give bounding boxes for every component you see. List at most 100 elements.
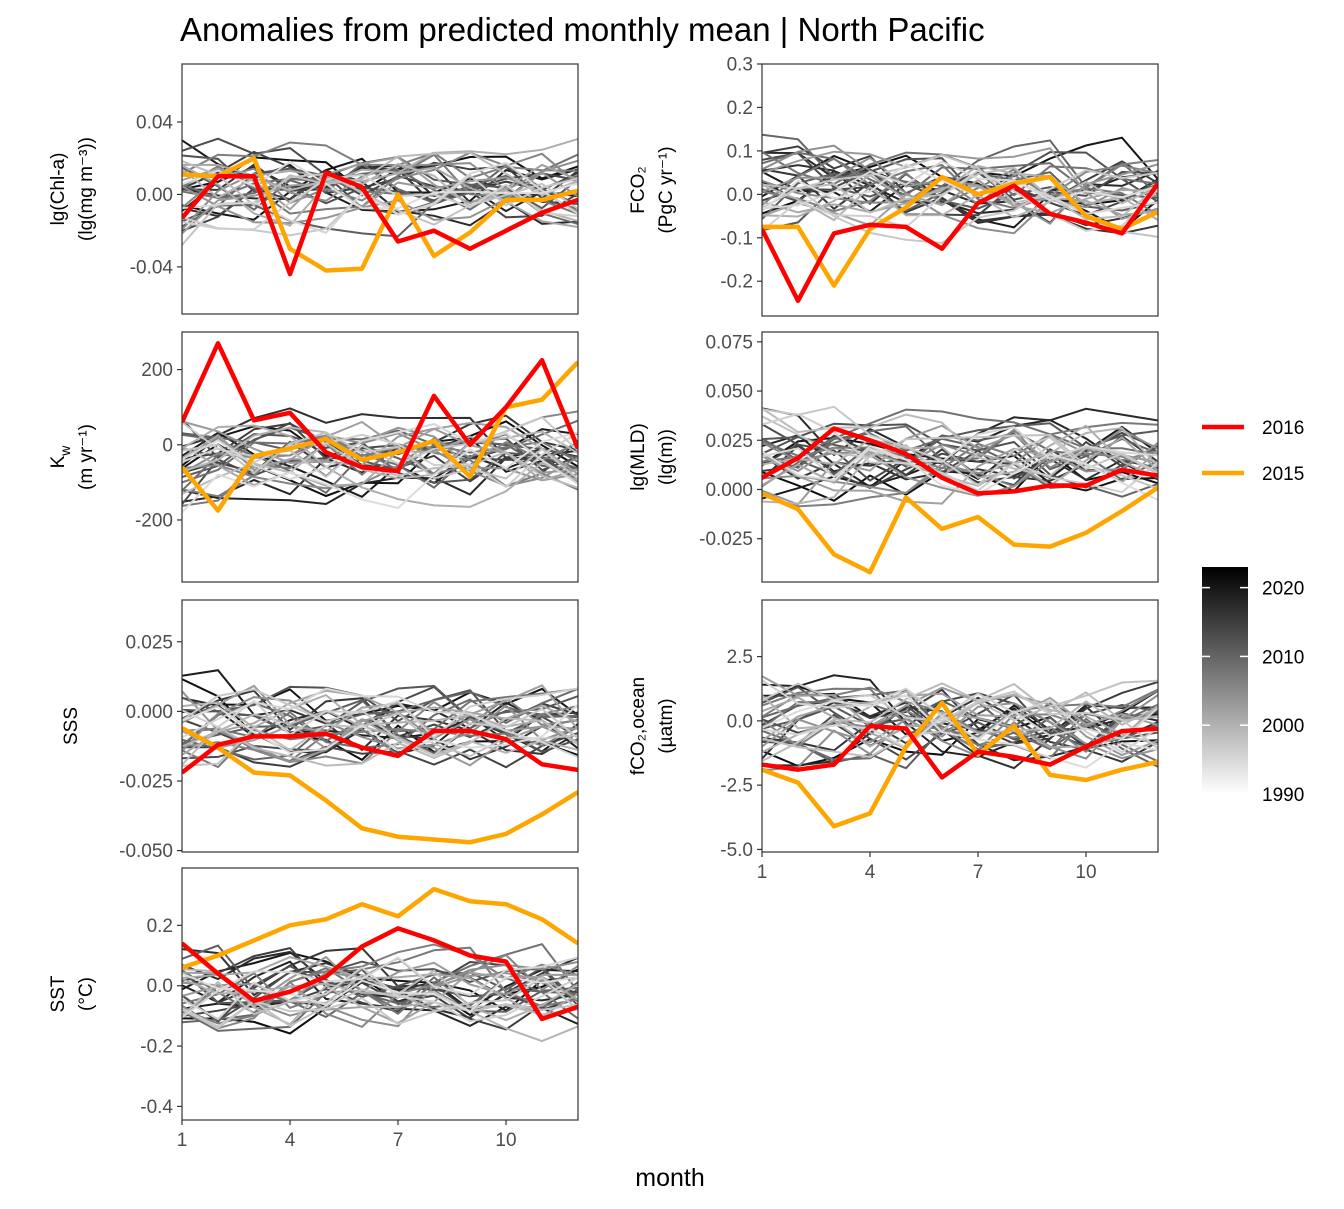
y-tick-label: 0.0 bbox=[147, 976, 173, 997]
year-line bbox=[182, 424, 578, 508]
series-line-2016 bbox=[182, 728, 578, 775]
y-axis-label: fCO₂,ocean (µatm) bbox=[628, 677, 677, 775]
y-axis-label: FCO₂ (PgC yr⁻¹) bbox=[628, 146, 677, 233]
year-line bbox=[762, 169, 1158, 232]
series-line-2016 bbox=[182, 341, 578, 474]
series-line-2016 bbox=[762, 182, 1158, 304]
year-line bbox=[182, 437, 578, 505]
panel-fco2ocean: 2.5 0.0 -2.5 -5.01 4 7 10 fCO₂,ocean (µatm) bbox=[628, 599, 1159, 883]
y-tick-label: 0.2 bbox=[727, 98, 753, 119]
panel-sss: 0.025 0.000 -0.025 -0.050 SSS bbox=[61, 599, 579, 862]
colorbar-tick-label: 1990 bbox=[1262, 785, 1304, 806]
colorbar bbox=[1202, 567, 1248, 794]
y-tick-label: 0.075 bbox=[705, 332, 753, 353]
panel-border bbox=[181, 867, 579, 1121]
y-tick-label: 0.0 bbox=[727, 185, 753, 206]
series-line-2015 bbox=[182, 886, 578, 970]
series-line-2015 bbox=[182, 360, 578, 513]
y-tick-label: -0.2 bbox=[140, 1037, 173, 1058]
y-axis-label: SSS bbox=[61, 707, 82, 745]
y-tick-label: -0.050 bbox=[119, 841, 173, 862]
panel-border bbox=[761, 331, 1159, 583]
series-line-2016 bbox=[182, 170, 578, 277]
background-year-lines bbox=[762, 674, 1158, 772]
y-axis-label: Kw (m yr⁻¹) bbox=[48, 424, 97, 490]
year-line bbox=[182, 976, 578, 1032]
year-line bbox=[762, 425, 1158, 488]
y-tick-label: 0 bbox=[162, 435, 173, 456]
year-line bbox=[762, 159, 1158, 213]
y-axis-label: SST (°C) bbox=[48, 975, 97, 1012]
y-tick-label: 0.1 bbox=[727, 141, 753, 162]
background-year-lines bbox=[182, 407, 578, 513]
y-tick-label: -2.5 bbox=[720, 776, 753, 797]
year-line bbox=[182, 987, 578, 1024]
year-line bbox=[182, 697, 578, 765]
year-line bbox=[182, 969, 578, 1017]
year-line bbox=[762, 694, 1158, 769]
y-tick-label: 0.0 bbox=[727, 711, 753, 732]
year-line bbox=[762, 452, 1158, 508]
year-line bbox=[182, 968, 578, 1043]
y-tick-label: -200 bbox=[135, 510, 173, 531]
year-line bbox=[182, 173, 578, 231]
x-tick-label: 4 bbox=[285, 1130, 296, 1151]
panel-border bbox=[761, 599, 1159, 853]
year-line bbox=[182, 688, 578, 757]
year-line bbox=[762, 679, 1158, 754]
series-line-2016 bbox=[762, 723, 1158, 780]
year-line bbox=[182, 693, 578, 744]
year-line bbox=[182, 712, 578, 767]
background-year-lines bbox=[762, 133, 1158, 244]
x-tick-label: 1 bbox=[177, 1130, 188, 1151]
year-line bbox=[182, 976, 578, 1028]
year-line bbox=[762, 180, 1158, 222]
year-line bbox=[762, 160, 1158, 215]
series-line-2015 bbox=[762, 485, 1158, 575]
y-tick-label: -0.025 bbox=[699, 529, 753, 550]
year-line bbox=[762, 164, 1158, 221]
year-line bbox=[762, 675, 1158, 757]
y-axis-label: lg(Chl-a) (lg(mg m⁻³)) bbox=[48, 137, 97, 241]
year-line bbox=[182, 950, 578, 1002]
year-line bbox=[182, 956, 578, 1018]
x-tick-label: 7 bbox=[393, 1130, 404, 1151]
colorbar-tick-label: 2020 bbox=[1262, 579, 1304, 600]
y-tick-label: 0.2 bbox=[147, 916, 173, 937]
x-tick-label: 1 bbox=[757, 862, 768, 883]
chart-title: Anomalies from predicted monthly mean | … bbox=[180, 11, 985, 48]
year-line bbox=[182, 151, 578, 207]
panel-border bbox=[181, 63, 579, 315]
year-line bbox=[182, 431, 578, 513]
year-line bbox=[762, 444, 1158, 501]
year-legend: 2016 2015 bbox=[1202, 418, 1304, 485]
colorbar-legend: 2020 2010 2000 1990 bbox=[1202, 567, 1304, 806]
y-tick-label: -0.04 bbox=[130, 257, 174, 278]
year-line bbox=[762, 421, 1158, 470]
panel-chl: 0.04 0.00 -0.04 lg(Chl-a) (lg(mg m⁻³)) bbox=[48, 63, 579, 315]
series-line-2015 bbox=[762, 700, 1158, 829]
year-line bbox=[182, 943, 578, 1025]
year-line bbox=[182, 690, 578, 761]
year-line bbox=[762, 168, 1158, 244]
panel-kw: 200 0 -200 Kw (m yr⁻¹) bbox=[48, 331, 579, 583]
year-line bbox=[762, 694, 1158, 772]
year-line bbox=[182, 449, 578, 506]
year-line bbox=[182, 968, 578, 1035]
y-tick-label: -5.0 bbox=[720, 840, 753, 861]
x-axis-label: month bbox=[635, 1164, 704, 1192]
year-line bbox=[762, 432, 1158, 498]
panel-fco2: 0.3 0.2 0.1 0.0 -0.1 -0.2 FCO₂ (PgC yr⁻¹) bbox=[628, 55, 1159, 317]
year-line bbox=[762, 163, 1158, 213]
x-tick-label: 10 bbox=[1075, 862, 1096, 883]
year-line bbox=[182, 137, 578, 227]
y-axis-label: lg(MLD) (lg(m)) bbox=[628, 423, 677, 491]
year-line bbox=[182, 151, 578, 209]
year-line bbox=[182, 689, 578, 756]
year-line bbox=[762, 426, 1158, 479]
y-tick-label: 0.000 bbox=[705, 480, 753, 501]
y-tick-label: 2.5 bbox=[727, 647, 753, 668]
series-line-2015 bbox=[182, 155, 578, 273]
y-tick-label: -0.4 bbox=[140, 1097, 173, 1118]
x-tick-label: 4 bbox=[865, 862, 876, 883]
